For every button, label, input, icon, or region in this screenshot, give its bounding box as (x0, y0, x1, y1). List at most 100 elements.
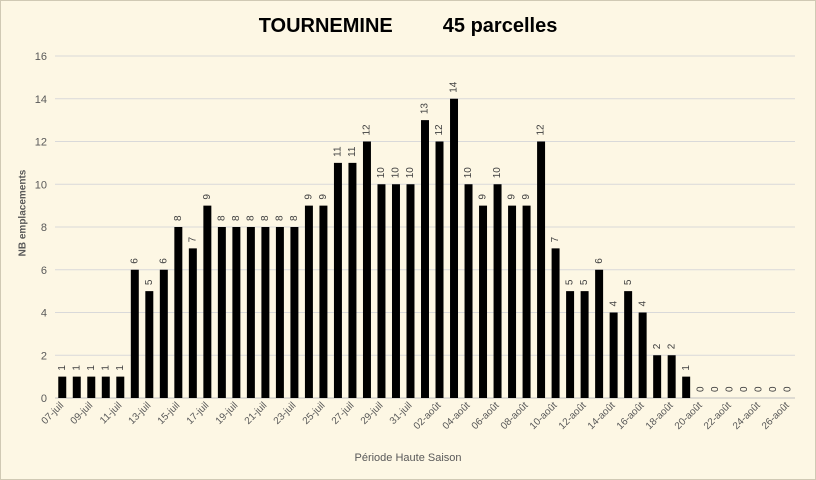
data-label: 5 (623, 279, 634, 285)
x-tick-label: 11-juil (98, 400, 124, 426)
bar (362, 141, 371, 398)
y-tick-label: 12 (35, 137, 47, 149)
bar (682, 376, 691, 398)
bar (450, 98, 459, 398)
data-label: 6 (129, 258, 140, 264)
y-tick-label: 4 (41, 308, 47, 320)
bar (377, 184, 386, 398)
x-tick-label: 24-août (731, 400, 763, 432)
bar (653, 355, 662, 398)
data-label: 0 (695, 386, 706, 392)
x-tick-label: 13-juil (127, 400, 154, 427)
bar (508, 205, 517, 398)
bar (319, 205, 328, 398)
data-label: 2 (666, 343, 677, 349)
bar (333, 162, 342, 398)
bar (464, 184, 473, 398)
bar (667, 355, 676, 398)
data-label: 8 (173, 215, 184, 221)
data-label: 10 (463, 167, 474, 179)
bar (275, 227, 284, 398)
bar (58, 376, 67, 398)
x-tick-label: 22-août (702, 400, 734, 432)
bar (624, 291, 633, 398)
data-label: 10 (492, 167, 503, 179)
data-label: 7 (550, 236, 561, 242)
bar (638, 312, 647, 398)
bar (391, 184, 400, 398)
data-label: 10 (376, 167, 387, 179)
chart-subtitle: 45 parcelles (442, 15, 558, 37)
data-label: 5 (579, 279, 590, 285)
data-label: 0 (768, 386, 779, 392)
data-label: 11 (347, 146, 358, 157)
x-tick-label: 06-août (470, 400, 502, 432)
bar (493, 184, 502, 398)
bar (174, 227, 183, 398)
data-label: 0 (739, 386, 750, 392)
x-tick-label: 23-juil (272, 400, 299, 427)
x-tick-label: 25-juil (301, 400, 328, 427)
bar (421, 120, 429, 398)
y-tick-label: 8 (41, 222, 47, 234)
data-label: 1 (57, 365, 68, 371)
data-label: 5 (144, 279, 155, 285)
y-tick-label: 14 (35, 94, 47, 106)
data-label: 12 (362, 124, 373, 136)
data-label: 10 (405, 167, 416, 179)
data-label: 12 (536, 124, 547, 136)
bar (348, 162, 357, 398)
data-label: 6 (158, 258, 169, 264)
x-tick-label: 17-juil (185, 400, 212, 427)
data-label: 8 (289, 215, 300, 221)
data-label: 9 (318, 194, 329, 200)
data-label: 9 (478, 194, 489, 200)
y-tick-label: 0 (41, 393, 47, 405)
data-label: 13 (420, 103, 431, 115)
x-tick-label: 27-juil (330, 400, 357, 427)
data-label: 10 (391, 167, 402, 179)
bar (159, 269, 168, 398)
bar (595, 269, 604, 398)
data-label: 6 (594, 258, 605, 264)
data-label: 1 (100, 365, 111, 371)
bar (566, 291, 575, 398)
x-tick-label: 08-août (499, 400, 531, 432)
x-tick-label: 02-août (412, 400, 444, 432)
y-axis-title: NB emplacements (17, 169, 29, 257)
bar (609, 312, 618, 398)
data-label: 5 (565, 279, 576, 285)
data-label: 1 (71, 365, 82, 371)
bar (116, 376, 125, 398)
data-label: 8 (231, 215, 242, 221)
bar (217, 227, 226, 398)
x-tick-label: 26-août (760, 400, 792, 432)
x-tick-label: 14-août (586, 400, 618, 432)
chart-title: TOURNEMINE 45 parcelles (1, 15, 815, 38)
data-label: 8 (275, 215, 286, 221)
data-label: 2 (652, 343, 663, 349)
x-axis-title: Période Haute Saison (354, 452, 462, 464)
data-label: 9 (304, 194, 315, 200)
bar (537, 141, 546, 398)
x-tick-label: 29-juil (359, 400, 386, 427)
data-label: 4 (637, 301, 648, 307)
data-label: 11 (333, 146, 344, 157)
bar (304, 205, 313, 398)
data-label: 14 (449, 81, 460, 93)
data-label: 0 (753, 386, 764, 392)
data-label: 0 (782, 386, 793, 392)
data-label: 0 (710, 386, 721, 392)
bar (188, 248, 197, 398)
data-label: 4 (608, 301, 619, 307)
y-tick-label: 2 (41, 350, 47, 362)
bar (522, 205, 531, 398)
bar (87, 376, 96, 398)
bar (246, 227, 255, 398)
x-tick-label: 12-août (557, 400, 589, 432)
y-tick-label: 16 (35, 51, 47, 63)
y-tick-label: 6 (41, 265, 47, 277)
bar (435, 141, 444, 398)
